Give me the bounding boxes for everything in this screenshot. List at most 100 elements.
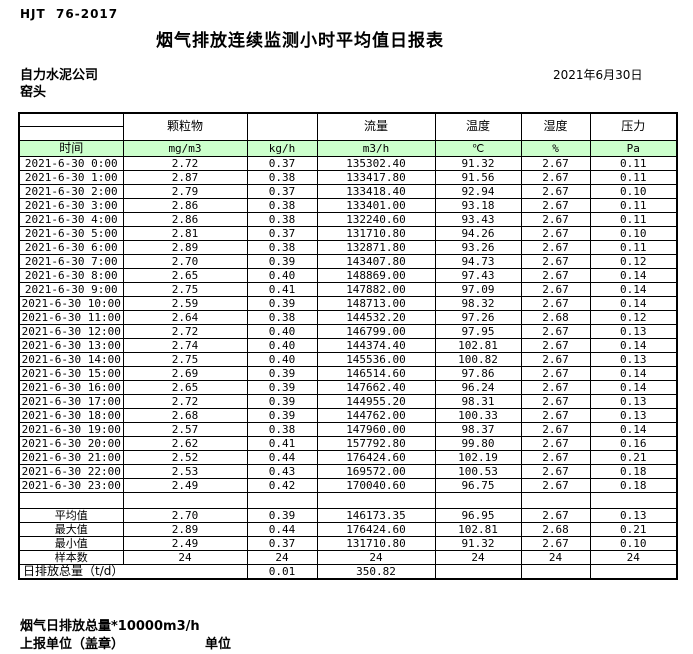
value-cell: 24 (589, 549, 678, 565)
unit-label: 单位 (205, 637, 232, 652)
data-row: 2021-6-30 16:00 2.65 0.39 147662.40 96.24 2.6… (18, 379, 678, 395)
value-cell: 0.42 (246, 477, 318, 493)
unit-m3-h: m3/h (316, 139, 436, 157)
value-cell: 148713.00 (316, 295, 436, 311)
unit-kg-h: kg/h (246, 139, 318, 157)
value-cell: 147662.40 (316, 379, 436, 395)
daily-total-flow: 350.82 (316, 563, 436, 579)
value-cell: 2.67 (520, 477, 591, 493)
site-name: 窑头 (20, 85, 47, 100)
data-row: 2021-6-30 19:00 2.57 0.38 147960.00 98.37 2.6… (18, 421, 678, 437)
value-cell: 2.89 (122, 521, 248, 537)
value-cell: 133417.80 (316, 169, 436, 185)
row-label-cell: 2021-6-30 22:00 (18, 463, 124, 479)
units-header-row: 时间 mg/m3 kg/h m3/h ℃ % Pa (18, 139, 678, 157)
value-cell: 92.94 (434, 183, 522, 199)
value-cell: 0.11 (589, 197, 678, 213)
value-cell: 2.67 (520, 407, 591, 423)
value-cell: 0.41 (246, 435, 318, 451)
value-cell: 24 (122, 549, 248, 565)
value-cell: 0.38 (246, 211, 318, 227)
value-cell: 2.79 (122, 183, 248, 199)
value-cell (246, 491, 318, 509)
row-label-cell: 2021-6-30 5:00 (18, 225, 124, 241)
value-cell: 98.31 (434, 393, 522, 409)
value-cell: 100.33 (434, 407, 522, 423)
value-cell: 0.18 (589, 463, 678, 479)
value-cell: 0.12 (589, 309, 678, 325)
value-cell: 0.21 (589, 449, 678, 465)
value-cell: 2.65 (122, 267, 248, 283)
data-row: 2021-6-30 10:00 2.59 0.39 148713.00 98.32 2.6… (18, 295, 678, 311)
data-row: 2021-6-30 11:00 2.64 0.38 144532.20 97.26 2.6… (18, 309, 678, 325)
value-cell: 143407.80 (316, 253, 436, 269)
time-header-split-cell (18, 112, 124, 141)
row-label-cell: 2021-6-30 8:00 (18, 267, 124, 283)
value-cell: 0.11 (589, 211, 678, 227)
summary-row: 最大值 2.89 0.44 176424.60 102.81 2.68 0.21 (18, 521, 678, 537)
value-cell: 2.72 (122, 393, 248, 409)
value-cell: 0.14 (589, 337, 678, 353)
value-cell: 0.18 (589, 477, 678, 493)
time-column-label: 时间 (18, 139, 124, 157)
data-row: 2021-6-30 12:00 2.72 0.40 146799.00 97.95 2.6… (18, 323, 678, 339)
value-cell: 93.18 (434, 197, 522, 213)
value-cell: 0.40 (246, 323, 318, 339)
value-cell: 2.81 (122, 225, 248, 241)
row-label-cell: 2021-6-30 13:00 (18, 337, 124, 353)
value-cell: 2.67 (520, 449, 591, 465)
unit-celsius: ℃ (434, 139, 522, 157)
value-cell: 2.72 (122, 155, 248, 171)
value-cell: 169572.00 (316, 463, 436, 479)
row-label-cell: 2021-6-30 4:00 (18, 211, 124, 227)
value-cell: 0.43 (246, 463, 318, 479)
empty-cell (434, 563, 522, 579)
value-cell: 0.37 (246, 225, 318, 241)
value-cell: 97.86 (434, 365, 522, 381)
value-cell: 2.72 (122, 323, 248, 339)
company-name: 自力水泥公司 (20, 68, 99, 83)
value-cell: 2.57 (122, 421, 248, 437)
value-cell: 131710.80 (316, 535, 436, 551)
value-cell: 100.53 (434, 463, 522, 479)
value-cell: 96.75 (434, 477, 522, 493)
value-cell: 97.95 (434, 323, 522, 339)
value-cell: 0.16 (589, 435, 678, 451)
value-cell: 146514.60 (316, 365, 436, 381)
row-label-cell: 2021-6-30 7:00 (18, 253, 124, 269)
value-cell: 144374.40 (316, 337, 436, 353)
value-cell: 0.14 (589, 267, 678, 283)
value-cell: 0.39 (246, 393, 318, 409)
data-row: 2021-6-30 9:00 2.75 0.41 147882.00 97.09 2.67… (18, 281, 678, 297)
value-cell: 0.44 (246, 521, 318, 537)
daily-total-kg-h: 0.01 (246, 563, 318, 579)
value-cell: 176424.60 (316, 449, 436, 465)
row-label-cell: 2021-6-30 18:00 (18, 407, 124, 423)
value-cell: 2.67 (520, 281, 591, 297)
value-cell: 2.86 (122, 211, 248, 227)
value-cell: 0.39 (246, 295, 318, 311)
value-cell: 2.59 (122, 295, 248, 311)
data-row: 2021-6-30 18:00 2.68 0.39 144762.00 100.33 2.… (18, 407, 678, 423)
empty-cell (520, 563, 591, 579)
value-cell: 2.67 (520, 323, 591, 339)
value-cell: 0.39 (246, 379, 318, 395)
row-label-cell: 平均值 (18, 507, 124, 523)
value-cell: 0.13 (589, 407, 678, 423)
value-cell: 131710.80 (316, 225, 436, 241)
value-cell: 132871.80 (316, 239, 436, 255)
value-cell (520, 491, 591, 509)
value-cell: 0.38 (246, 169, 318, 185)
value-cell: 2.49 (122, 477, 248, 493)
value-cell: 2.67 (520, 337, 591, 353)
value-cell: 2.67 (520, 183, 591, 199)
value-cell: 2.67 (520, 211, 591, 227)
row-label-cell: 2021-6-30 10:00 (18, 295, 124, 311)
value-cell: 0.11 (589, 155, 678, 171)
unit-pa: Pa (589, 139, 678, 157)
value-cell (122, 491, 248, 509)
value-cell: 133418.40 (316, 183, 436, 199)
value-cell: 135302.40 (316, 155, 436, 171)
row-label-cell: 样本数 (18, 549, 124, 565)
value-cell: 2.74 (122, 337, 248, 353)
